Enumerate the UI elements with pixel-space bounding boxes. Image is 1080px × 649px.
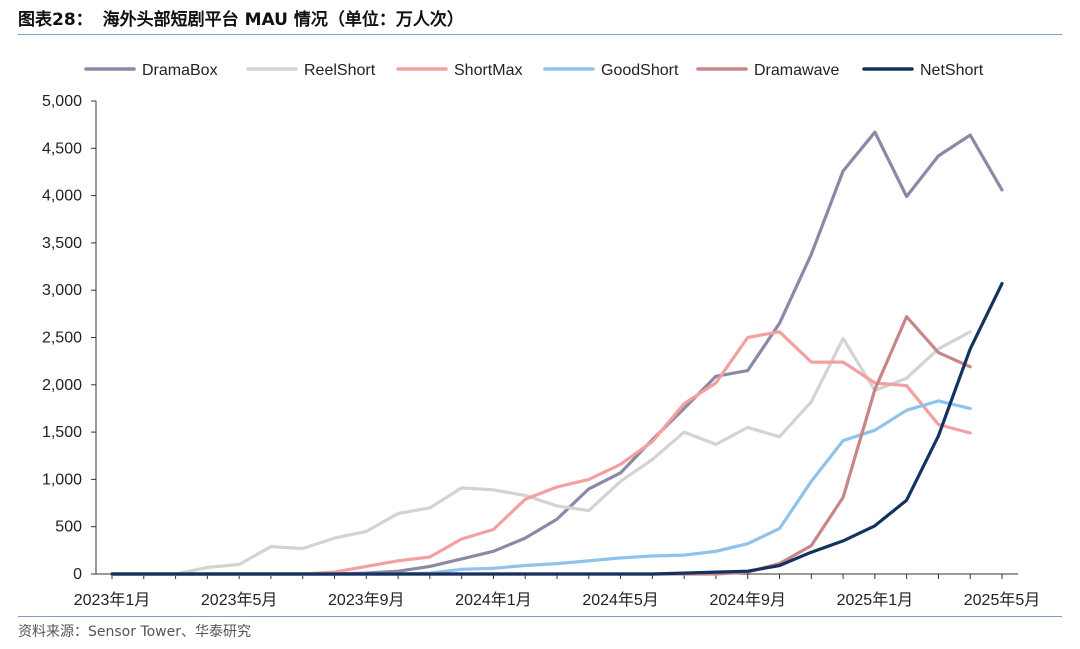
legend-item-shortmax: ShortMax — [396, 62, 522, 79]
y-tick-label: 2,500 — [42, 330, 82, 347]
legend-label: ReelShort — [304, 62, 376, 79]
y-tick-label: 1,000 — [42, 471, 82, 488]
x-tick-label: 2023年9月 — [328, 591, 405, 609]
series-line-dramabox — [110, 130, 1004, 576]
header-divider — [18, 34, 1062, 35]
legend-item-goodshort: GoodShort — [543, 62, 679, 79]
y-tick-label: 4,000 — [42, 188, 82, 205]
x-tick-label: 2024年1月 — [455, 591, 532, 609]
chart-header: 图表28： 海外头部短剧平台 MAU 情况（单位：万人次） — [18, 6, 1062, 34]
legend-label: DramaBox — [142, 62, 218, 79]
legend-item-netshort: NetShort — [862, 62, 984, 79]
x-tick-label: 2024年5月 — [582, 591, 659, 609]
y-axis: 0 500 1,000 1,500 2,000 2,500 3,000 3,500 4,000 4… — [42, 93, 97, 583]
legend-item-reelshort: ReelShort — [246, 62, 376, 79]
series-line-reelshort — [110, 330, 972, 576]
y-tick-label: 4,500 — [42, 140, 82, 157]
figure-label: 图表28： — [18, 10, 93, 30]
x-tick-label: 2023年1月 — [74, 591, 151, 609]
y-tick-label: 500 — [55, 519, 82, 536]
series-line-netshort — [110, 282, 1004, 576]
legend-label: ShortMax — [454, 62, 522, 79]
y-tick-label: 3,500 — [42, 235, 82, 252]
x-axis: 2023年1月 2023年5月 2023年9月 2024年1月 2024年5月 2024年… — [74, 573, 1041, 609]
y-tick-label: 5,000 — [42, 93, 82, 110]
legend: DramaBox ReelShort ShortMax GoodShort Dramaw… — [84, 62, 984, 79]
legend-item-dramawave: Dramawave — [696, 62, 839, 79]
series-line-dramawave — [110, 315, 972, 576]
series-lines — [110, 130, 1004, 576]
x-tick-label: 2024年9月 — [709, 591, 786, 609]
x-tick-label: 2025年1月 — [837, 591, 914, 609]
footer-divider — [18, 616, 1062, 617]
y-tick-label: 0 — [73, 566, 82, 583]
y-tick-label: 1,500 — [42, 424, 82, 441]
chart-title: 海外头部短剧平台 MAU 情况（单位：万人次） — [102, 10, 464, 30]
series-line-goodshort — [110, 399, 972, 576]
legend-item-dramabox: DramaBox — [84, 62, 218, 79]
series-line-shortmax — [110, 330, 972, 576]
x-tick-label: 2025年5月 — [964, 591, 1041, 609]
legend-label: GoodShort — [601, 62, 679, 79]
legend-label: NetShort — [920, 62, 984, 79]
y-tick-label: 3,000 — [42, 282, 82, 299]
source-note: 资料来源：Sensor Tower、华泰研究 — [18, 624, 251, 640]
legend-label: Dramawave — [754, 62, 839, 79]
x-tick-label: 2023年5月 — [201, 591, 278, 609]
y-tick-label: 2,000 — [42, 377, 82, 394]
